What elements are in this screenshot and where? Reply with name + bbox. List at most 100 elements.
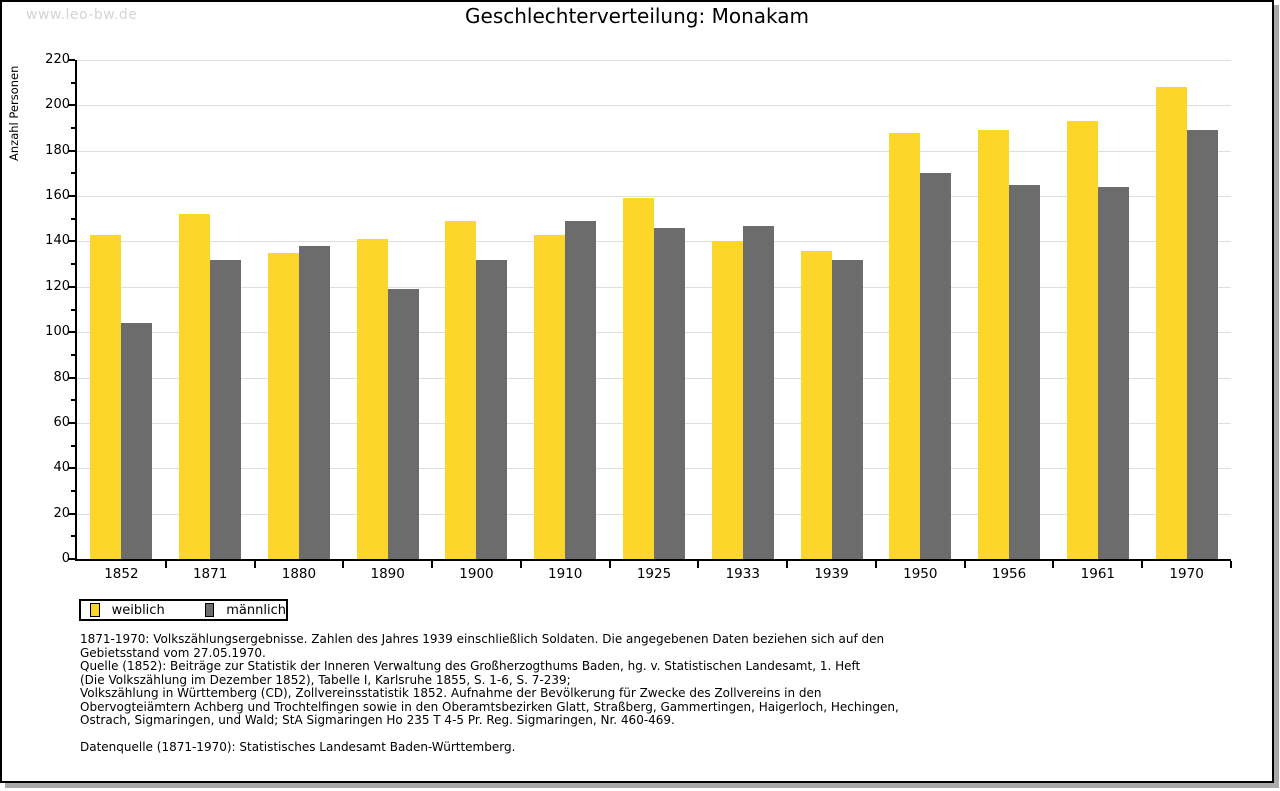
bar-männlich-1852 (121, 323, 153, 559)
gridline-y-160 (77, 196, 1231, 198)
ytick-major-220 (68, 59, 75, 61)
bar-männlich-1939 (831, 259, 863, 559)
ytick-minor-10 (71, 535, 75, 538)
bar-weiblich-1956 (978, 130, 1010, 559)
ytick-major-140 (68, 240, 75, 243)
xtick-7 (697, 561, 700, 568)
ytick-major-100 (68, 331, 75, 334)
ytick-major-60 (68, 421, 75, 424)
note-line: Quelle (1852): Beiträge zur Statistik de… (80, 659, 861, 673)
ytick-minor-90 (71, 353, 75, 356)
bar-männlich-1900 (476, 259, 508, 559)
ytick-label-160: 160 (45, 188, 70, 204)
bar-männlich-1910 (565, 221, 597, 559)
ytick-minor-150 (71, 217, 75, 220)
ytick-minor-130 (71, 263, 75, 266)
xtick-2 (253, 561, 256, 568)
bar-weiblich-1950 (889, 132, 921, 559)
legend-swatch-weiblich (90, 603, 100, 617)
xtick-12 (1141, 561, 1144, 568)
bar-weiblich-1900 (445, 221, 477, 559)
xtick-4 (431, 561, 434, 568)
legend-swatch-maennlich (204, 603, 215, 617)
xtick-11 (1052, 561, 1055, 568)
ytick-label-60: 60 (53, 414, 70, 430)
note-line: Obervogteiämtern Achberg und Trochtelfin… (80, 699, 899, 714)
xcat-label-1950: 1950 (903, 566, 938, 582)
ytick-minor-50 (71, 444, 75, 447)
bar-männlich-1933 (742, 225, 774, 559)
ytick-minor-190 (71, 127, 75, 130)
xtick-8 (786, 561, 789, 568)
watermark-leo-bw: www.leo-bw.de (26, 7, 138, 23)
bar-männlich-1950 (920, 173, 952, 559)
xcat-label-1970: 1970 (1169, 566, 1204, 582)
xcat-label-1852: 1852 (104, 566, 139, 582)
xtick-6 (608, 561, 611, 568)
legend: weiblich männlich (79, 599, 288, 621)
footnotes: 1871-1970: Volkszählungsergebnisse. Zahl… (80, 632, 899, 728)
bar-weiblich-1939 (800, 250, 832, 559)
bar-weiblich-1970 (1155, 87, 1187, 559)
xcat-label-1890: 1890 (370, 566, 405, 582)
bar-weiblich-1852 (90, 234, 122, 559)
ytick-minor-170 (71, 172, 75, 175)
plot-area: 0 20 40 60 80 100 120 140 160 180 200 220 1852 1871 18… (45, 53, 1232, 582)
bar-männlich-1956 (1009, 184, 1041, 559)
bar-weiblich-1880 (267, 252, 299, 559)
ytick-major-40 (68, 467, 75, 470)
ytick-label-20: 20 (53, 505, 70, 521)
ytick-major-160 (68, 195, 75, 198)
legend-label-weiblich: weiblich (111, 602, 165, 618)
ytick-major-0 (68, 558, 75, 560)
bar-männlich-1970 (1186, 130, 1218, 559)
xtick-9 (874, 561, 877, 568)
bar-weiblich-1961 (1066, 121, 1098, 559)
xtick-10 (963, 561, 966, 568)
ytick-label-140: 140 (45, 233, 70, 249)
xtick-5 (519, 561, 522, 568)
bar-weiblich-1890 (356, 239, 388, 559)
ytick-label-220: 220 (45, 52, 70, 67)
ytick-label-180: 180 (45, 142, 70, 158)
ytick-label-200: 200 (45, 97, 70, 113)
note-line: Ostrach, Sigmaringen, und Wald; StA Sigm… (80, 713, 675, 727)
ytick-major-120 (68, 285, 75, 288)
note-line: Gebietsstand vom 27.05.1970. (80, 645, 266, 660)
ytick-label-120: 120 (45, 278, 70, 294)
bar-weiblich-1925 (623, 198, 654, 559)
bar-männlich-1880 (298, 246, 330, 559)
xtick-3 (342, 561, 345, 568)
note-line: (Die Volkszählung im Dezember 1852), Tab… (80, 672, 571, 687)
xtick-13 (1230, 561, 1232, 568)
legend-label-maennlich: männlich (226, 602, 286, 618)
ytick-major-20 (68, 512, 75, 515)
xcat-label-1880: 1880 (281, 566, 317, 582)
ytick-minor-110 (71, 308, 75, 311)
y-axis-label: Anzahl Personen (7, 65, 21, 161)
chart-title: Geschlechterverteilung: Monakam (465, 4, 809, 28)
xcat-label-1933: 1933 (725, 566, 760, 582)
xcat-label-1925: 1925 (636, 566, 672, 582)
note-line: 1871-1970: Volkszählungsergebnisse. Zahl… (80, 632, 885, 646)
xtick-1 (164, 561, 167, 568)
ytick-label-80: 80 (53, 369, 70, 385)
gridline-y-180 (77, 150, 1231, 152)
gridline-y-220 (77, 60, 1231, 61)
xcat-label-1871: 1871 (192, 566, 228, 582)
bar-weiblich-1910 (534, 234, 566, 559)
xcat-label-1910: 1910 (548, 566, 583, 582)
data-source-line: Datenquelle (1871-1970): Statistisches L… (80, 740, 516, 754)
ytick-minor-210 (71, 81, 75, 84)
ytick-major-80 (68, 376, 75, 379)
ytick-label-0: 0 (61, 551, 70, 566)
gridline-y-200 (77, 105, 1231, 107)
ytick-major-200 (68, 104, 75, 107)
ytick-minor-70 (71, 399, 75, 402)
bar-weiblich-1871 (179, 214, 211, 559)
bar-männlich-1871 (210, 259, 242, 559)
bar-männlich-1890 (387, 289, 419, 559)
bar-weiblich-1933 (711, 241, 743, 559)
xcat-label-1961: 1961 (1080, 566, 1116, 582)
